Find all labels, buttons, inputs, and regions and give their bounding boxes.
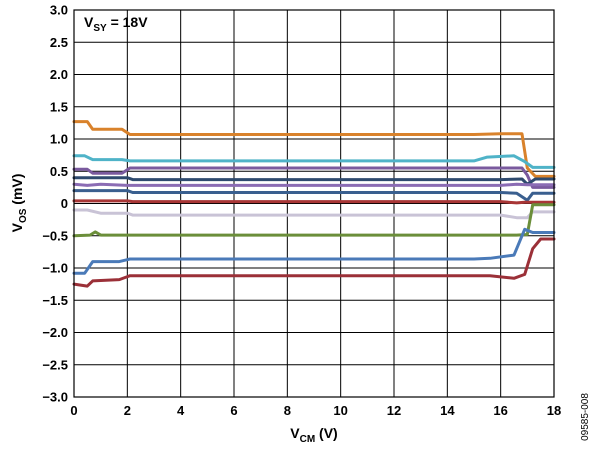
- x-tick-label: 12: [387, 403, 401, 418]
- x-tick-label: 4: [177, 403, 185, 418]
- y-tick-label: 3.0: [50, 3, 68, 18]
- x-tick-label: 0: [70, 403, 77, 418]
- x-tick-labels: 0 2 4 6 8 10 12 14 16 18: [70, 403, 561, 418]
- y-tick-label: −2.0: [42, 325, 68, 340]
- x-axis-title: VCM (V): [290, 425, 337, 445]
- series-line-5: [72, 182, 556, 187]
- y-tick-label: 2.0: [50, 67, 68, 82]
- x-tick-label: 2: [124, 403, 131, 418]
- plot-border: [73, 9, 555, 398]
- y-tick-label: −0.5: [42, 228, 68, 243]
- x-tick-label: 18: [547, 403, 561, 418]
- series-layer: [72, 120, 556, 288]
- y-tick-labels: 3.0 2.5 2.0 1.5 1.0 0.5 0 −0.5 −1.0 −1.5 −2.0 −2.5 −…: [42, 3, 68, 405]
- y-tick-label: 1.0: [50, 132, 68, 147]
- annotation-vsy: VSY = 18V: [84, 14, 148, 34]
- x-tick-label: 14: [440, 403, 455, 418]
- x-tick-label: 8: [284, 403, 291, 418]
- y-tick-label: −1.5: [42, 293, 68, 308]
- series-line-1: [72, 120, 556, 178]
- series-line-6: [72, 189, 556, 202]
- series-line-9: [72, 203, 556, 238]
- figure-id: 09585-008: [580, 393, 591, 441]
- y-tick-label: −1.0: [42, 261, 68, 276]
- y-tick-label: 1.5: [50, 99, 68, 114]
- x-tick-label: 6: [230, 403, 237, 418]
- y-tick-label: 2.5: [50, 35, 68, 50]
- y-tick-label: 0.5: [50, 164, 68, 179]
- y-tick-label: −3.0: [42, 390, 68, 405]
- series-line-7: [72, 199, 556, 205]
- series-line-4: [72, 176, 556, 186]
- x-tick-label: 10: [333, 403, 347, 418]
- y-tick-label: −2.5: [42, 357, 68, 372]
- series-line-11: [72, 237, 556, 288]
- x-tick-label: 16: [493, 403, 507, 418]
- series-line-10: [72, 227, 556, 275]
- y-tick-label: 0: [61, 196, 68, 211]
- y-axis-title: VOS (mV): [9, 174, 29, 233]
- series-line-2: [72, 154, 556, 169]
